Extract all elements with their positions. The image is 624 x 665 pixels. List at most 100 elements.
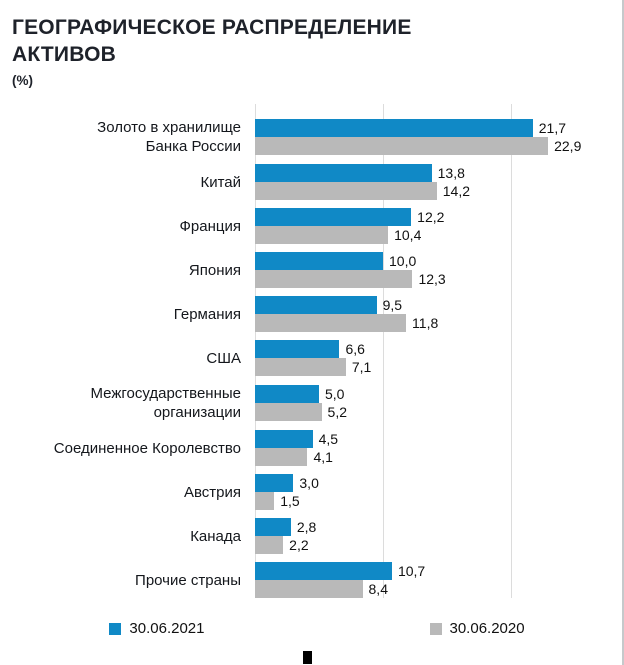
chart-row: Канада 2,8 2,2 (12, 518, 622, 554)
bar-30.06.2020 (255, 137, 549, 155)
bar-pair: 4,5 4,1 (255, 430, 622, 466)
bar-pair: 2,8 2,2 (255, 518, 622, 554)
chart-row: Франция 12,2 10,4 (12, 208, 622, 244)
bar-line: 2,2 (255, 536, 622, 554)
unit-label: (%) (12, 73, 33, 88)
legend-swatch-2021-icon (109, 622, 122, 635)
value-label: 13,8 (437, 165, 465, 181)
bar-pair: 6,6 7,1 (255, 340, 622, 376)
category-label: Япония (188, 261, 241, 279)
bar-30.06.2021 (255, 119, 533, 137)
bar-line: 2,8 (255, 518, 622, 536)
bar-30.06.2020 (255, 448, 308, 466)
value-label: 12,2 (417, 209, 445, 225)
value-label: 8,4 (368, 581, 388, 597)
bar-30.06.2021 (255, 562, 392, 580)
bar-30.06.2020 (255, 492, 275, 510)
bar-30.06.2020 (255, 226, 389, 244)
bar-30.06.2020 (255, 403, 322, 421)
bar-30.06.2021 (255, 518, 291, 536)
value-label: 21,7 (538, 120, 566, 136)
bar-pair: 3,0 1,5 (255, 474, 622, 510)
bar-line: 7,1 (255, 358, 622, 376)
bar-pair: 12,2 10,4 (255, 208, 622, 244)
value-label: 10,7 (397, 563, 426, 579)
bar-30.06.2021 (255, 164, 432, 182)
bar-line: 21,7 (255, 119, 622, 137)
bar-chart: Золото в хранилище Банка России 21,7 22,9 К… (12, 104, 622, 598)
value-label: 10,0 (389, 253, 417, 269)
legend-item-2020: 30.06.2020 (429, 620, 525, 637)
value-label: 1,5 (280, 493, 300, 509)
value-label: 3,0 (299, 475, 319, 491)
bar-30.06.2020 (255, 182, 437, 200)
bar-line: 10,7 (255, 562, 622, 580)
bar-line: 11,8 (255, 314, 622, 332)
chart-row: Япония 10,0 12,3 (12, 252, 622, 288)
category-label: Германия (173, 305, 241, 323)
bar-line: 6,6 (255, 340, 622, 358)
chart-title-line1: ГЕОГРАФИЧЕСКОЕ РАСПРЕДЕЛЕНИЕ (12, 16, 412, 39)
bar-pair: 10,0 12,3 (255, 252, 622, 288)
value-label: 5,0 (325, 386, 345, 402)
gridline (511, 104, 512, 598)
legend-label-2021: 30.06.2021 (129, 620, 205, 637)
bar-30.06.2020 (255, 358, 346, 376)
category-label: США (206, 349, 241, 367)
chart-row: Австрия 3,0 1,5 (12, 474, 622, 510)
category-label: Соединенное Королевство (53, 439, 241, 457)
bar-pair: 10,7 8,4 (255, 562, 622, 598)
value-label: 4,1 (313, 449, 333, 465)
bar-line: 14,2 (255, 182, 622, 200)
chart-rows: Золото в хранилище Банка России 21,7 22,9 К… (12, 118, 622, 598)
bar-line: 5,2 (255, 403, 622, 421)
value-label: 10,4 (394, 227, 422, 243)
value-label: 11,8 (412, 315, 439, 331)
value-label: 4,5 (318, 431, 339, 447)
bar-30.06.2021 (255, 430, 313, 448)
bar-line: 12,3 (255, 270, 622, 288)
value-label: 6,6 (345, 341, 365, 357)
category-label: Прочие страны (135, 571, 241, 589)
artifact-marker (303, 651, 312, 664)
legend-swatch-2020-icon (429, 622, 442, 635)
bar-line: 12,2 (255, 208, 622, 226)
bar-30.06.2021 (255, 340, 340, 358)
chart-row: Германия 9,5 11,8 (12, 296, 622, 332)
value-label: 2,8 (296, 519, 317, 535)
chart-row: Соединенное Королевство 4,5 4,1 (12, 430, 622, 466)
bar-line: 4,5 (255, 430, 622, 448)
gridline (383, 104, 384, 598)
category-label: Австрия (183, 483, 241, 501)
value-label: 2,2 (289, 537, 309, 553)
category-label: Золото в хранилище Банка России (97, 119, 241, 155)
legend-label-2020: 30.06.2020 (449, 620, 525, 637)
bar-line: 10,0 (255, 252, 622, 270)
bar-line: 1,5 (255, 492, 622, 510)
chart-title: ГЕОГРАФИЧЕСКОЕ РАСПРЕДЕЛЕНИЕ АКТИВОВ (12, 14, 622, 68)
value-label: 22,9 (554, 138, 582, 154)
bar-30.06.2021 (255, 385, 319, 403)
bar-line: 13,8 (255, 164, 622, 182)
chart-row: Межгосударственные организации 5,0 5,2 (12, 384, 622, 422)
bar-line: 22,9 (255, 137, 622, 155)
bar-30.06.2021 (255, 474, 294, 492)
value-label: 7,1 (351, 359, 372, 375)
bar-line: 10,4 (255, 226, 622, 244)
bar-30.06.2020 (255, 580, 363, 598)
value-label: 12,3 (418, 271, 446, 287)
bar-30.06.2020 (255, 536, 284, 554)
chart-row: Прочие страны 10,7 8,4 (12, 562, 622, 598)
bar-line: 8,4 (255, 580, 622, 598)
chart-row: Китай 13,8 14,2 (12, 164, 622, 200)
category-label: Франция (179, 217, 241, 235)
bar-pair: 5,0 5,2 (255, 385, 622, 421)
bar-line: 9,5 (255, 296, 622, 314)
bar-line: 3,0 (255, 474, 622, 492)
bar-pair: 21,7 22,9 (255, 119, 622, 155)
chart-title-line2: АКТИВОВ (12, 43, 116, 66)
value-label: 9,5 (382, 297, 403, 313)
bar-pair: 9,5 11,8 (255, 296, 622, 332)
bar-30.06.2020 (255, 270, 413, 288)
